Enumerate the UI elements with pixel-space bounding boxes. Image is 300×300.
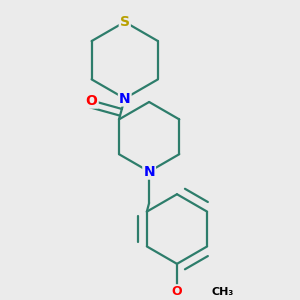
Text: N: N (143, 165, 155, 178)
Text: O: O (86, 94, 98, 108)
Text: S: S (120, 15, 130, 29)
Text: O: O (172, 285, 182, 298)
Text: CH₃: CH₃ (212, 287, 234, 297)
Text: N: N (119, 92, 130, 106)
